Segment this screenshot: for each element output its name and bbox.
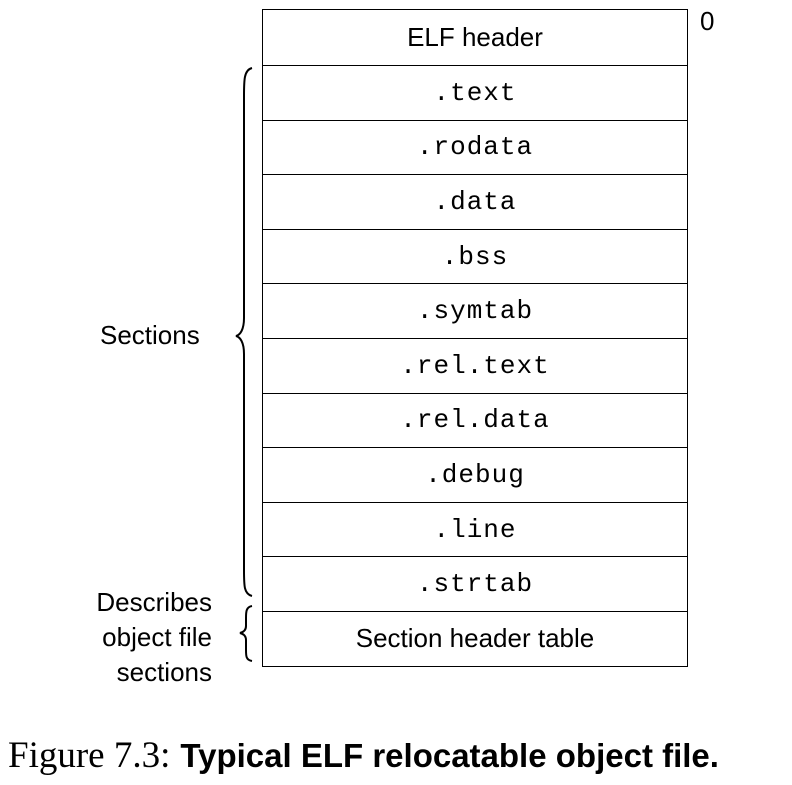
section-symtab: .symtab: [263, 284, 687, 339]
elf-file-layout: ELF header .text .rodata .data .bss .sym…: [262, 9, 688, 667]
describes-line-2: object file: [102, 622, 212, 652]
describes-line-1: Describes: [96, 587, 212, 617]
section-bss: .bss: [263, 230, 687, 285]
figure-title: Typical ELF relocatable object file.: [180, 737, 719, 774]
elf-header-row: ELF header: [263, 10, 687, 66]
describes-brace: [239, 605, 253, 662]
section-text: .text: [263, 66, 687, 121]
describes-label: Describes object file sections: [12, 585, 212, 690]
brace-graphics: [235, 67, 253, 662]
describes-line-3: sections: [116, 657, 212, 687]
sections-label: Sections: [100, 320, 200, 350]
section-line: .line: [263, 503, 687, 558]
section-debug: .debug: [263, 448, 687, 503]
elf-diagram: 0 ELF header .text .rodata .data .bss .s…: [12, 6, 715, 690]
section-strtab: .strtab: [263, 557, 687, 612]
offset-zero-label: 0: [700, 6, 715, 36]
section-rodata: .rodata: [263, 121, 687, 176]
section-data: .data: [263, 175, 687, 230]
figure-number: Figure 7.3:: [8, 735, 171, 776]
figure-caption: Figure 7.3: Typical ELF relocatable obje…: [8, 734, 719, 777]
section-rel-data: .rel.data: [263, 394, 687, 449]
section-rel-text: .rel.text: [263, 339, 687, 394]
sections-brace: [235, 67, 253, 597]
section-header-table-row: Section header table: [355, 623, 595, 654]
